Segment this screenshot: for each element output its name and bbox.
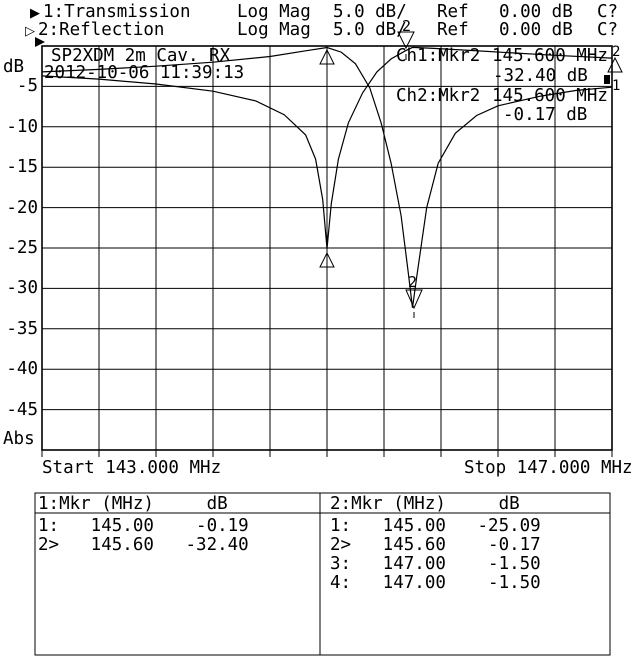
channel1-ref-label: Ref [437,2,469,22]
ch1-marker-readout-label: Ch1:Mkr2 [396,46,481,66]
ch1-marker2-icon: 2 [405,273,423,318]
y-tick--40: -40 [6,359,38,379]
edge-marker1-number: 1 [612,78,620,94]
plot-grid [41,45,613,457]
marker-table-frame [34,492,611,656]
channel2-active-icon: ▷ [25,24,35,39]
ch2-marker-readout-label: Ch2:Mkr2 [396,86,481,106]
right-edge-markers-icon: 2 1 [604,44,623,94]
y-tick--20: -20 [6,198,38,218]
y-tick--30: -30 [6,278,38,298]
y-tick--15: -15 [6,157,38,177]
marker-table-ch1-row1: 1: 145.00 -0.19 [38,516,249,536]
ch2-marker2-icon: 2 [397,17,415,60]
channel2-cal-status: C? [597,20,619,40]
marker-table-ch2-row2: 2> 145.60 -0.17 [330,535,541,555]
channel2-format: Log Mag [237,20,311,40]
marker-table-ch2-header: 2:Mkr (MHz) dB [330,494,520,514]
y-tick--5: -5 [16,76,38,96]
trace-curves [41,46,613,308]
marker-table-ch2-row3: 3: 147.00 -1.50 [330,554,541,574]
channel2-ref-value: 0.00 dB [499,20,573,40]
channel1-cal-status: C? [597,2,619,22]
x-axis-start-label: Start 143.000 MHz [42,458,222,478]
ch1-marker-value: -32.40 dB [493,66,588,86]
y-tick--10: -10 [6,117,38,137]
ch1-marker-freq: 145.600 MHz [492,46,608,66]
marker-table-ch2-row1: 1: 145.00 -25.09 [330,516,541,536]
ch2-marker1-icon [319,251,335,279]
x-axis-stop-label: Stop 147.000 MHz [464,458,633,478]
marker-table-ch1-row2: 2> 145.60 -32.40 [38,535,249,555]
y-tick--25: -25 [6,238,38,258]
channel2-trace-label: 2:Reflection [38,20,165,40]
edge-marker2-number: 2 [612,44,620,60]
ref-level-arrow-icon [35,37,45,47]
channel1-format: Log Mag [237,2,311,22]
y-tick--45: -45 [6,400,38,420]
marker-table-ch1-header: 1:Mkr (MHz) dB [38,494,228,514]
channel1-trace-label: 1:Transmission [43,2,191,22]
ch2-marker2-number: 2 [402,17,411,35]
ch1-marker2-number: 2 [408,273,417,291]
channel1-scale: 5.0 dB/ [333,2,407,22]
plot-timestamp: 2012-10-06 11:39:13 [44,63,245,83]
channel2-ref-label: Ref [437,20,469,40]
ch2-marker-value: -0.17 dB [503,105,588,125]
plot-title: SP2XDM 2m Cav. RX [51,46,231,66]
ch2-marker-freq: 145.600 MHz [492,86,608,106]
y-axis-unit-label: dB [3,57,25,77]
y-axis-abs-label: Abs [3,429,35,449]
y-tick--35: -35 [6,319,38,339]
channel1-ref-value: 0.00 dB [499,2,573,22]
channel1-active-icon: ▶ [30,6,40,21]
ch1-marker1-icon [319,48,335,76]
marker-table-ch2-row4: 4: 147.00 -1.50 [330,573,541,593]
